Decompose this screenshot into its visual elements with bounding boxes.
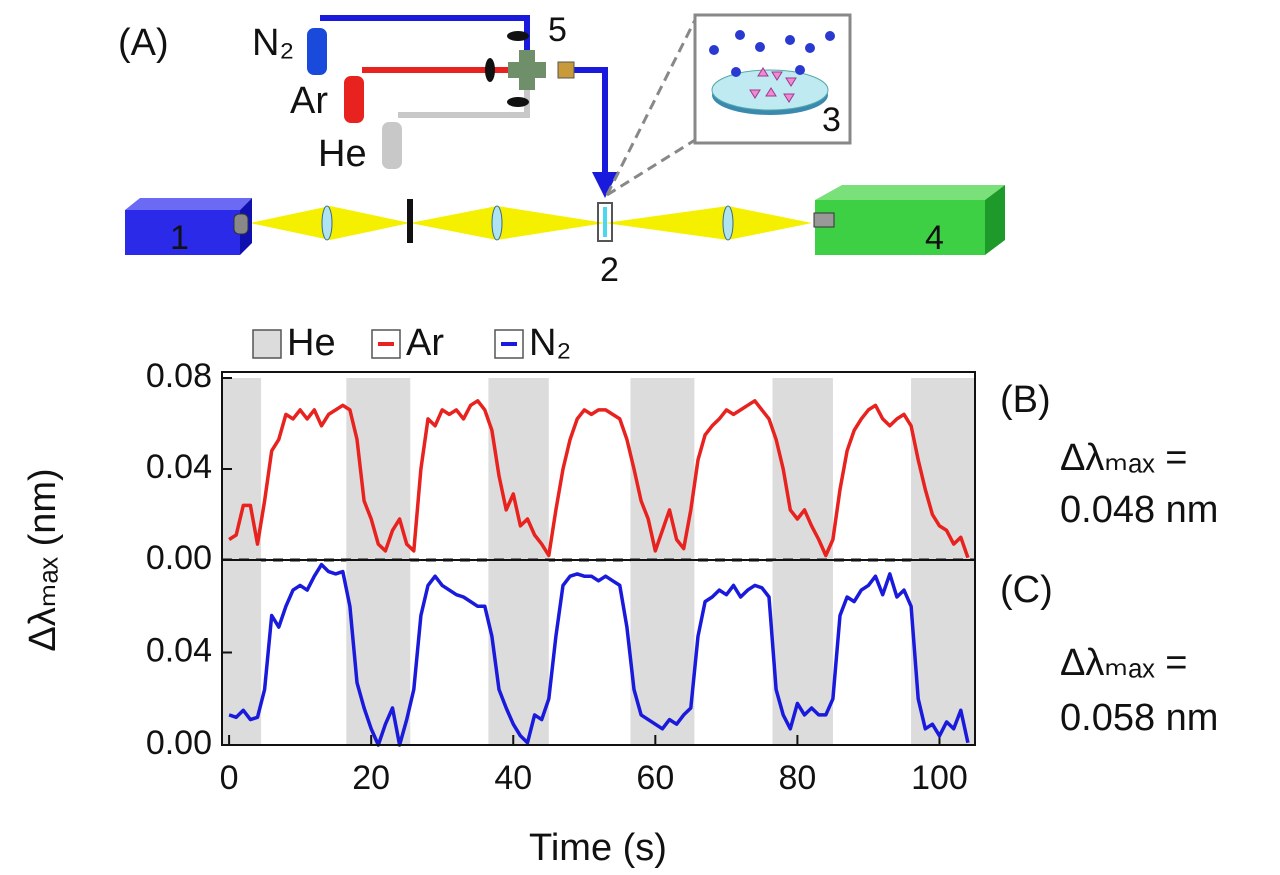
- y-tick-label: 0.04: [146, 631, 212, 669]
- source-box: [125, 210, 240, 255]
- zoom-line: [606, 138, 696, 197]
- valve: [507, 97, 529, 107]
- shaded-band: [630, 560, 695, 745]
- box-side: [985, 185, 1005, 255]
- valve: [485, 58, 495, 82]
- lens: [722, 205, 734, 241]
- cross: [519, 50, 535, 90]
- plot-frame: [221, 559, 976, 746]
- x-tick-label: 20: [352, 759, 390, 797]
- box-top: [125, 198, 252, 210]
- x-tick-label: 40: [494, 759, 532, 797]
- component-label: 2: [600, 251, 619, 289]
- lens: [491, 205, 503, 241]
- shaded-band: [346, 560, 411, 745]
- valve: [507, 31, 529, 41]
- x-axis-label: Time (s): [529, 827, 667, 869]
- component-label: 4: [925, 219, 944, 257]
- y-axis-label: Δλₘₐₓ (nm): [22, 468, 64, 651]
- gas-label: He: [318, 133, 367, 175]
- cell: [597, 202, 613, 242]
- annotation: (B): [1000, 379, 1051, 421]
- port: [233, 213, 249, 235]
- x-tick-label: 80: [778, 759, 816, 797]
- component-label: 3: [822, 101, 841, 139]
- data-line: [228, 399, 970, 559]
- plot-frame: [221, 371, 976, 561]
- molecules: [709, 30, 835, 77]
- gas-label: Ar: [290, 80, 328, 122]
- he-line: [398, 80, 530, 118]
- shaded-band: [346, 378, 411, 560]
- x-tick-label: 100: [911, 759, 968, 797]
- gas-label: N₂: [252, 22, 294, 64]
- port: [813, 212, 835, 228]
- annotation: Δλₘₐₓ =: [1060, 642, 1187, 684]
- he-cylinder: [382, 122, 402, 169]
- y-tick-label: 0.00: [146, 539, 212, 577]
- data-line: [228, 562, 970, 747]
- shaded-band: [772, 560, 833, 745]
- detector-box: [815, 200, 985, 255]
- annotation: (C): [1000, 569, 1053, 611]
- annotation: Δλₘₐₓ =: [1060, 437, 1187, 479]
- legend-label: N₂: [529, 322, 571, 364]
- y-tick-label: 0.00: [146, 724, 212, 762]
- component-label: 5: [548, 11, 567, 49]
- shaded-band: [911, 560, 975, 745]
- zoom-line: [605, 19, 697, 196]
- arrow: [592, 172, 618, 198]
- y-tick-label: 0.04: [146, 448, 212, 486]
- n2-line: [320, 15, 530, 60]
- box-top: [815, 185, 1005, 200]
- annotation: 0.048 nm: [1060, 489, 1218, 531]
- lens: [321, 205, 333, 241]
- beam: [250, 206, 812, 240]
- setup-diagram: (A) N₂ Ar He 1 2 3 4 5: [118, 11, 1005, 289]
- nanoprisms: [749, 67, 797, 103]
- x-tick-label: 0: [220, 759, 239, 797]
- shaded-band: [488, 560, 549, 745]
- legend-swatch: [252, 329, 282, 359]
- legend-label: He: [287, 322, 336, 364]
- y-tick-label: 0.08: [146, 357, 212, 395]
- cell-core: [603, 207, 607, 237]
- x-tick-label: 60: [636, 759, 674, 797]
- legend-label: Ar: [406, 322, 444, 364]
- stop: [407, 199, 413, 243]
- component-label: 1: [170, 219, 189, 257]
- annotation: 0.058 nm: [1060, 697, 1218, 739]
- flow-line: [560, 67, 608, 175]
- ar-cylinder: [344, 76, 364, 123]
- fitting: [557, 61, 575, 79]
- panel-label: (A): [118, 22, 169, 64]
- n2-cylinder: [307, 28, 327, 75]
